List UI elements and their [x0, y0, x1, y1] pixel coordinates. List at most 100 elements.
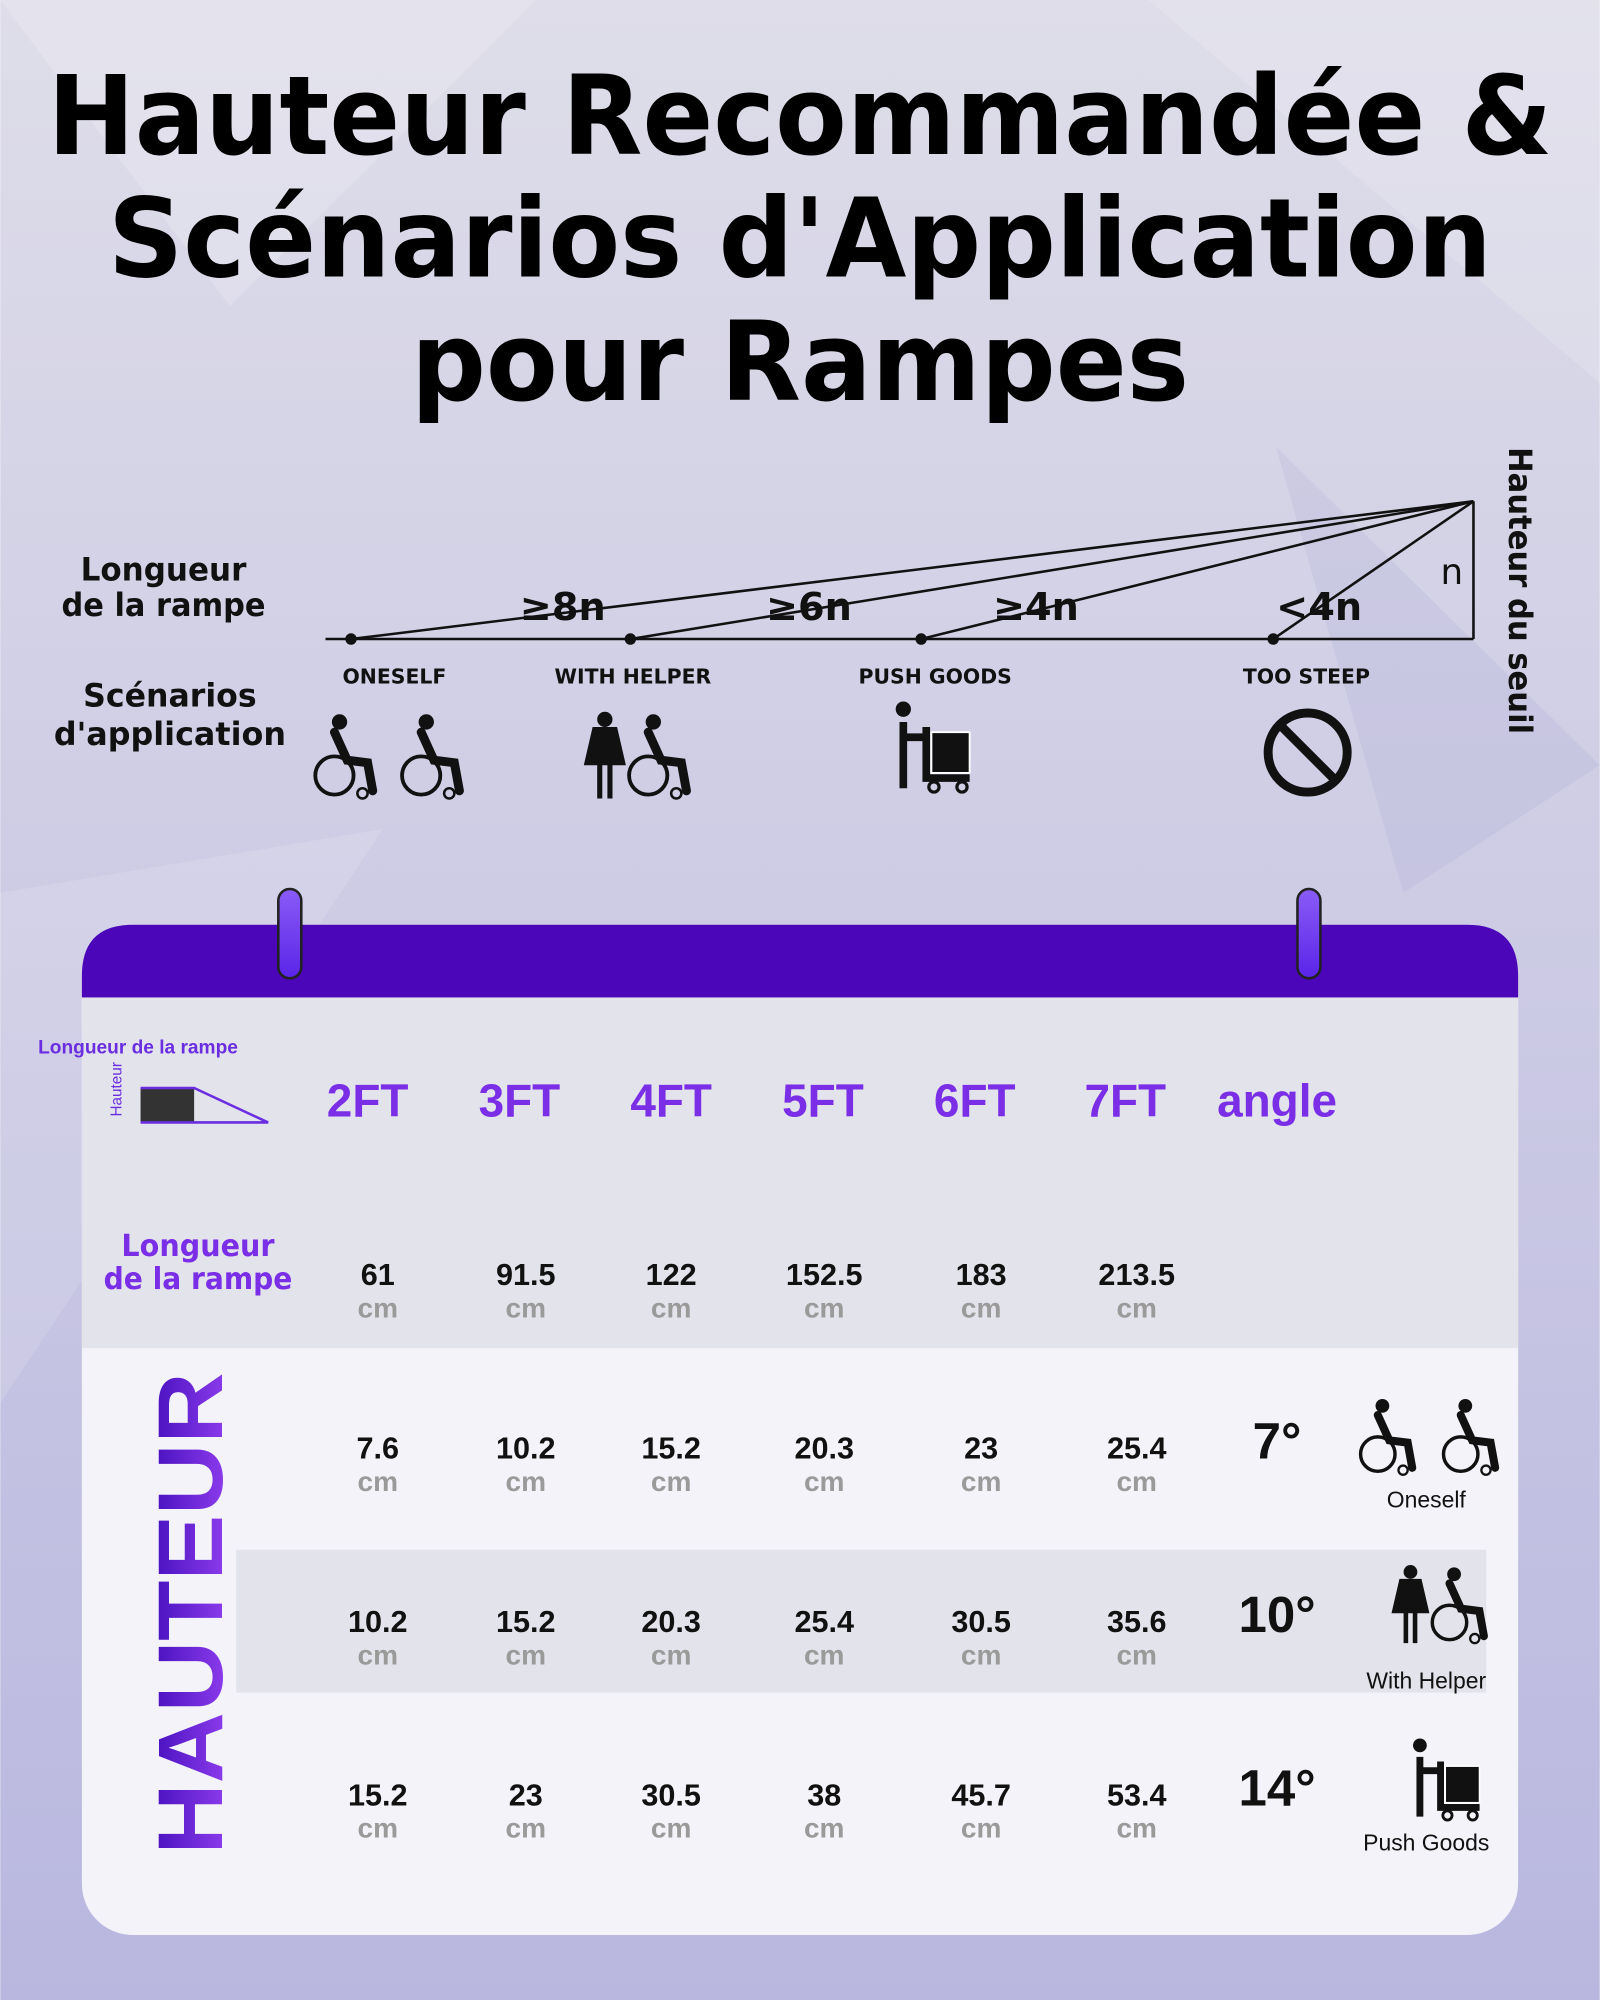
cell-value: 38: [807, 1778, 841, 1812]
slope-line: [630, 500, 1474, 641]
legend-height: Hauteur: [109, 1062, 126, 1116]
icon-part: [442, 786, 456, 800]
ratio-label: <4n: [1276, 585, 1362, 630]
icon-part: [927, 780, 941, 794]
icon-part: [643, 727, 691, 796]
cell-unit: cm: [961, 1639, 1002, 1670]
row-scenario: With Helper: [1366, 1667, 1486, 1693]
cell-unit: cm: [961, 1466, 1002, 1497]
angle: 14°: [1238, 1760, 1315, 1817]
icon-part: [627, 754, 670, 797]
length-label: Longueur: [81, 550, 247, 588]
icon-part: [1391, 1578, 1430, 1644]
cell-unit: cm: [358, 1639, 399, 1670]
icon-part: [1416, 1756, 1480, 1817]
cell-value: 20.3: [641, 1605, 701, 1639]
cell-value: 122: [646, 1258, 697, 1292]
cell-unit: cm: [651, 1292, 692, 1323]
cell-unit: cm: [1116, 1292, 1157, 1323]
cell-unit: cm: [1116, 1466, 1157, 1497]
icon-part: [1444, 1765, 1481, 1804]
icon-part: [955, 780, 969, 794]
cell-unit: cm: [961, 1292, 1002, 1323]
bg-shape: [1275, 446, 1600, 893]
cell-value: 10.2: [496, 1431, 556, 1465]
legend-ramp: [140, 1086, 269, 1124]
cell-unit: cm: [505, 1639, 546, 1670]
cell-value: 15.2: [496, 1605, 556, 1639]
ramp-diagram: [325, 500, 1475, 641]
height-symbol: n: [1440, 552, 1463, 593]
cell-value: 45.7: [951, 1778, 1011, 1812]
scenario-label: WITH HELPER: [555, 664, 712, 688]
point: [624, 633, 637, 645]
icon-part: [1358, 1435, 1397, 1474]
column-header: 3FT: [479, 1075, 561, 1127]
cell-value: 15.2: [641, 1431, 701, 1465]
icon-part: [899, 721, 970, 789]
icon-part: [416, 727, 464, 796]
cell-unit: cm: [358, 1292, 399, 1323]
row-icons: [1358, 1398, 1500, 1822]
cell-value: 15.2: [348, 1778, 408, 1812]
icon-part: [1373, 1411, 1417, 1472]
header-area: [81, 997, 1519, 1349]
cell-unit: cm: [804, 1813, 845, 1844]
ratio-label: ≥6n: [766, 585, 852, 630]
cell-unit: cm: [505, 1813, 546, 1844]
cell-value: 183: [956, 1258, 1007, 1292]
title-line: Hauteur Recommandée &: [47, 52, 1552, 180]
column-header: 7FT: [1084, 1075, 1166, 1127]
cell-value: 61: [361, 1258, 395, 1292]
scenarios-label: d'application: [54, 715, 286, 753]
cell-unit: cm: [651, 1813, 692, 1844]
title-line: pour Rampes: [411, 298, 1189, 426]
icon-part: [1441, 1435, 1480, 1474]
scenario-icons: [313, 701, 1352, 800]
cell-unit: cm: [505, 1466, 546, 1497]
cell-unit: cm: [804, 1639, 845, 1670]
icon-part: [597, 711, 613, 728]
cell-unit: cm: [651, 1466, 692, 1497]
cell-unit: cm: [651, 1639, 692, 1670]
icon-part: [1466, 1809, 1479, 1822]
cell-value: 53.4: [1107, 1778, 1167, 1812]
ratio-label: ≥8n: [520, 585, 606, 630]
icon-part: [930, 731, 971, 774]
angle: 10°: [1238, 1586, 1315, 1643]
icon-part: [1456, 1411, 1500, 1472]
icon-part: [895, 701, 911, 717]
scenario-label: TOO STEEP: [1243, 664, 1370, 688]
binder-ring: [1296, 887, 1322, 980]
title-line: Scénarios d'Application: [108, 174, 1492, 302]
cell-value: 10.2: [348, 1605, 408, 1639]
icon-part: [400, 754, 443, 797]
point: [345, 633, 357, 645]
icon-part: [1277, 722, 1338, 783]
length-row-label: de la rampe: [104, 1262, 293, 1297]
angle: 7°: [1253, 1413, 1302, 1470]
icon-part: [1375, 1398, 1390, 1413]
point: [1267, 633, 1279, 645]
side-label: HAUTEUR: [140, 1372, 242, 1854]
scenario-label: ONESELF: [342, 664, 446, 688]
cell-value: 25.4: [1107, 1431, 1167, 1465]
scenarios-label: Scénarios: [83, 677, 256, 715]
icon-part: [1397, 1464, 1409, 1476]
icon-part: [583, 727, 626, 799]
row-scenario: Oneself: [1387, 1486, 1467, 1512]
table-header-band: [81, 924, 1519, 998]
icon-part: [418, 714, 434, 730]
icon-part: [1469, 1632, 1481, 1645]
column-header: angle: [1217, 1075, 1337, 1127]
cell-value: 23: [964, 1431, 998, 1465]
icon-part: [669, 786, 683, 800]
cell-unit: cm: [961, 1813, 1002, 1844]
scenario-label: PUSH GOODS: [859, 664, 1012, 688]
cell-value: 152.5: [786, 1258, 863, 1292]
column-header: 5FT: [782, 1075, 864, 1127]
ratio-label: ≥4n: [993, 585, 1079, 630]
icon-part: [1263, 708, 1352, 797]
cell-unit: cm: [358, 1466, 399, 1497]
